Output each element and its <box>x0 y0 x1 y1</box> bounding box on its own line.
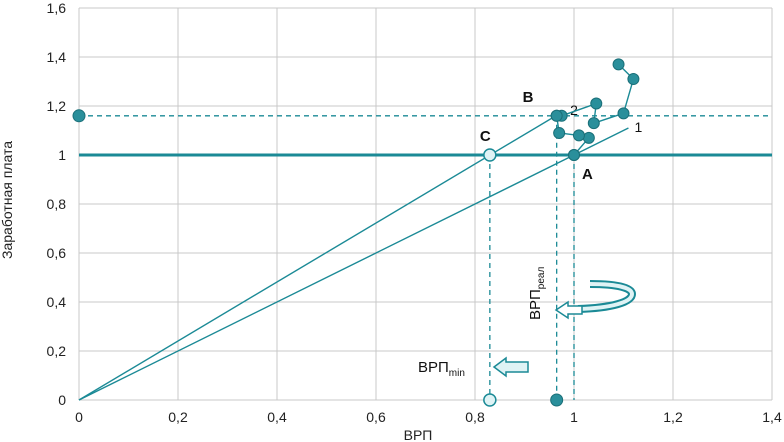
tick-labels: 0 0,2 0,4 0,6 0,8 1 1,2 1,4 0 0,2 0,4 0,6 0,8 1 1,2 1,4… <box>47 0 782 425</box>
y-tick-label: 1,6 <box>47 0 67 16</box>
x-tick-label: 1,2 <box>663 409 683 425</box>
annotations: ВРПmin ВРПреал <box>418 267 637 379</box>
x-tick-label: 0,4 <box>267 409 287 425</box>
trajectory-point <box>582 131 595 144</box>
axis-point <box>550 393 564 407</box>
point-b <box>550 109 563 122</box>
trajectory-point <box>572 129 585 142</box>
y-tick-label: 1,4 <box>47 49 67 65</box>
axis-point <box>72 109 86 123</box>
axis-point-light <box>483 393 497 407</box>
rays: 12 <box>78 102 642 401</box>
arrow-left-icon <box>554 300 583 320</box>
y-tick-label: 0,2 <box>47 343 67 359</box>
data-points: A B C <box>72 58 640 407</box>
y-tick-label: 0 <box>58 392 66 408</box>
arrow-left-min-icon <box>492 356 529 378</box>
point-label-a: A <box>582 166 593 183</box>
ray-2 <box>78 110 565 401</box>
trajectory-point <box>590 97 603 110</box>
x-tick-label: 0,6 <box>366 409 386 425</box>
trajectory-point <box>612 58 625 71</box>
grid-lines <box>78 7 773 401</box>
ray-label-2: 2 <box>570 102 578 118</box>
y-axis-title: Заработная плата <box>0 141 15 259</box>
point-label-c: C <box>480 128 491 145</box>
x-tick-label: 1 <box>570 409 578 425</box>
point-c <box>483 148 497 162</box>
y-tick-label: 1 <box>58 147 66 163</box>
point-label-b: B <box>523 89 534 106</box>
y-tick-label: 0,6 <box>47 245 67 261</box>
y-tick-label: 1,2 <box>47 98 67 114</box>
trajectory-point <box>617 107 630 120</box>
ray-label-1: 1 <box>634 119 642 135</box>
x-tick-label: 1,4 <box>762 409 782 425</box>
trajectory-point <box>587 117 600 130</box>
y-tick-label: 0,8 <box>47 196 67 212</box>
trajectory-point <box>553 126 566 139</box>
trajectory-point <box>627 73 640 86</box>
ray-1 <box>78 127 629 401</box>
point-a <box>568 149 580 161</box>
x-tick-label: 0,2 <box>168 409 188 425</box>
x-tick-label: 0 <box>75 409 83 425</box>
y-tick-label: 0,4 <box>47 294 67 310</box>
x-tick-label: 0,8 <box>465 409 485 425</box>
curved-arrow-inner-icon <box>577 282 635 311</box>
guide-lines <box>79 115 772 400</box>
vrp-min-label: ВРПmin <box>418 359 465 379</box>
x-axis-title: ВРП <box>404 427 433 442</box>
vrp-real-label: ВРПреал <box>527 267 547 320</box>
